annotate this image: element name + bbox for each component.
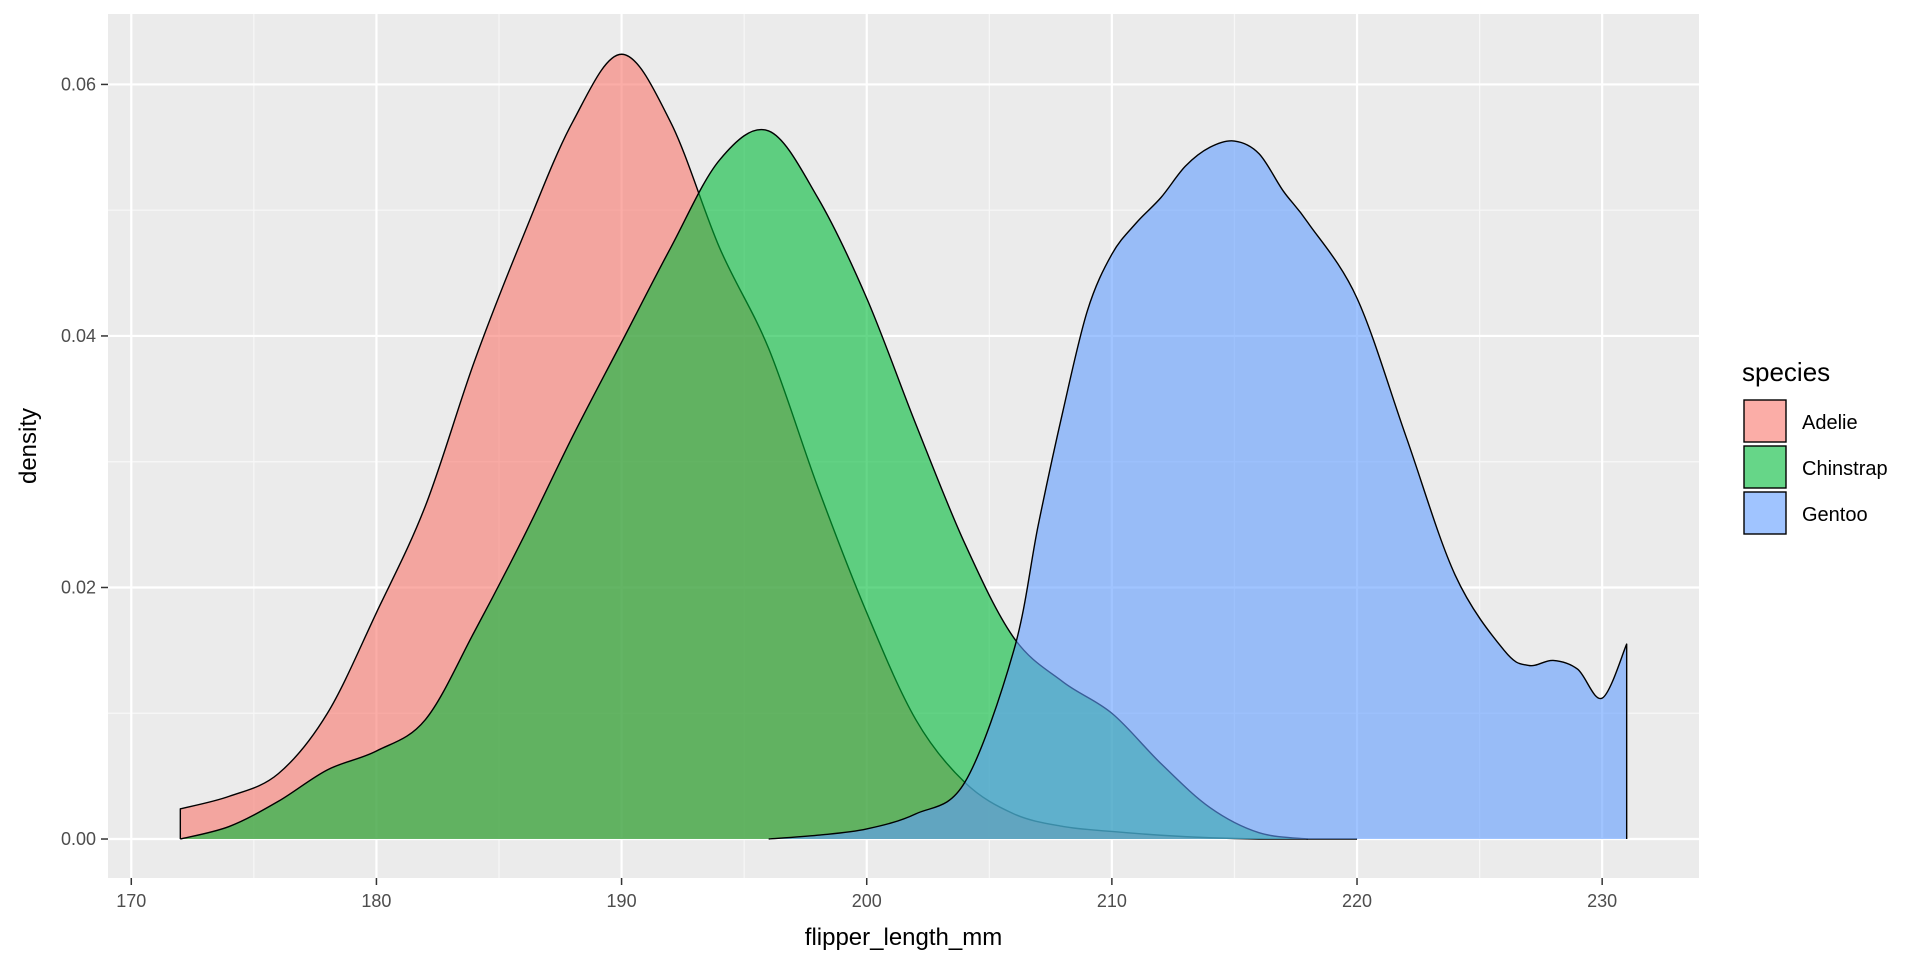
- legend-swatch-gentoo: [1743, 491, 1787, 535]
- density-outline-gentoo: [768, 140, 1628, 840]
- legend-label-chinstrap: Chinstrap: [1802, 458, 1888, 480]
- axis-layer: 170 180 190 200 210 220 230 0.00 0.02 0.04 0.06: [61, 74, 1617, 911]
- x-axis-title: flipper_length_mm: [805, 924, 1002, 951]
- series-layer: [179, 53, 1628, 840]
- x-tick-label: 170: [116, 891, 146, 911]
- y-tick-label: 0.06: [61, 74, 96, 94]
- y-tick-label: 0.04: [61, 326, 96, 346]
- legend-label-gentoo: Gentoo: [1802, 504, 1868, 526]
- y-tick-label: 0.02: [61, 577, 96, 597]
- y-tick-label: 0.00: [61, 829, 96, 849]
- y-axis-title: density: [15, 408, 42, 484]
- legend: species Adelie Chinstrap Gentoo: [1742, 357, 1888, 535]
- x-tick-label: 180: [361, 891, 391, 911]
- x-tick-label: 190: [607, 891, 637, 911]
- x-tick-label: 200: [852, 891, 882, 911]
- legend-swatch-adelie: [1743, 399, 1787, 443]
- legend-label-adelie: Adelie: [1802, 412, 1858, 434]
- legend-title: species: [1742, 357, 1830, 387]
- density-area-gentoo: [768, 140, 1627, 840]
- x-tick-label: 230: [1587, 891, 1617, 911]
- x-tick-label: 220: [1342, 891, 1372, 911]
- x-tick-label: 210: [1097, 891, 1127, 911]
- legend-swatch-chinstrap: [1743, 445, 1787, 489]
